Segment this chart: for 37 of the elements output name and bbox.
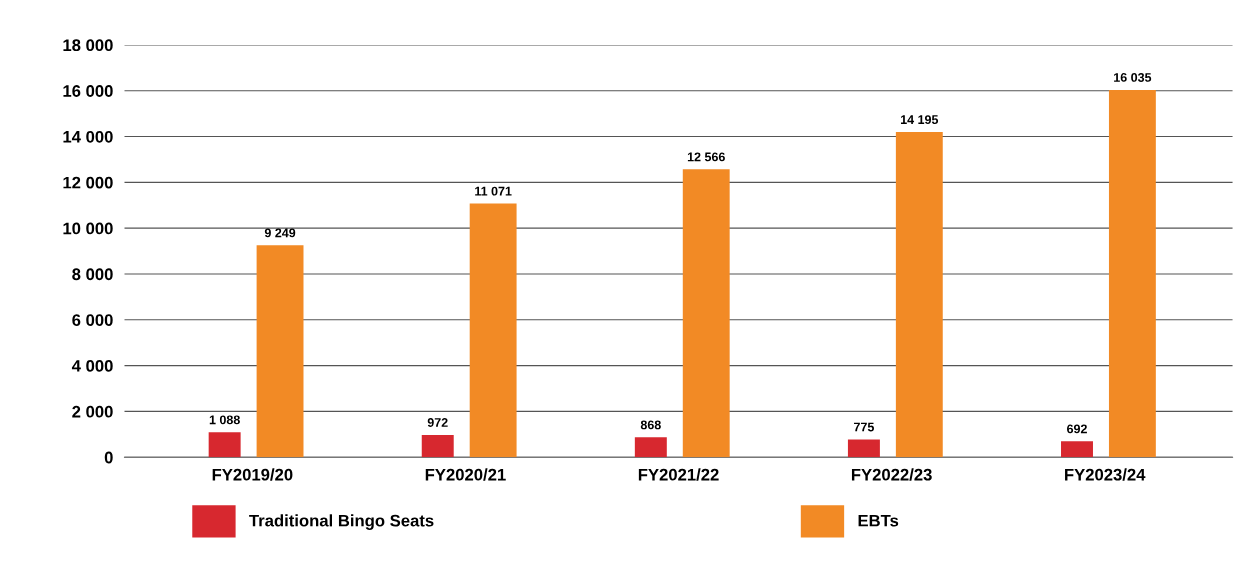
bar	[634, 437, 667, 458]
bar	[1061, 441, 1093, 458]
y-tick-label: 2 000	[72, 405, 113, 418]
y-tick-label: 0	[104, 451, 113, 464]
y-tick-label: 16 000	[63, 85, 113, 97]
bar	[421, 434, 454, 458]
data-label: 1 088	[209, 415, 240, 425]
y-tick-label: 8 000	[72, 268, 113, 281]
data-label: 775	[854, 422, 874, 432]
x-tick-label: FY2022/23	[851, 468, 932, 481]
data-label: 868	[640, 420, 661, 430]
x-tick-label: FY2023/24	[1065, 468, 1146, 481]
bar	[256, 245, 304, 458]
y-tick-label: 12 000	[63, 176, 113, 189]
bar	[895, 132, 943, 458]
data-label: 16 035	[1114, 73, 1152, 82]
data-label: 11 071	[475, 186, 512, 196]
legend-label: Traditional Bingo Seats	[249, 514, 434, 530]
data-label: 12 566	[687, 152, 725, 162]
legend-label: EBTs	[858, 514, 899, 527]
bar	[469, 203, 517, 458]
y-tick-label: 10 000	[63, 222, 113, 235]
bar	[1108, 89, 1156, 458]
data-label: 9 249	[264, 228, 296, 238]
data-label: 692	[1067, 424, 1087, 434]
x-tick-label: FY2019/20	[212, 468, 293, 481]
y-tick-label: 18 000	[63, 39, 113, 52]
y-tick-label: 14 000	[63, 130, 113, 143]
bar	[208, 432, 241, 458]
bar	[847, 439, 880, 458]
data-label: 972	[427, 418, 448, 427]
bar	[682, 169, 730, 458]
y-tick-label: 6 000	[72, 314, 113, 326]
data-label: 14 195	[900, 115, 939, 125]
x-tick-label: FY2021/22	[638, 468, 719, 481]
y-tick-label: 4 000	[71, 359, 113, 372]
x-tick-label: FY2020/21	[425, 468, 506, 481]
